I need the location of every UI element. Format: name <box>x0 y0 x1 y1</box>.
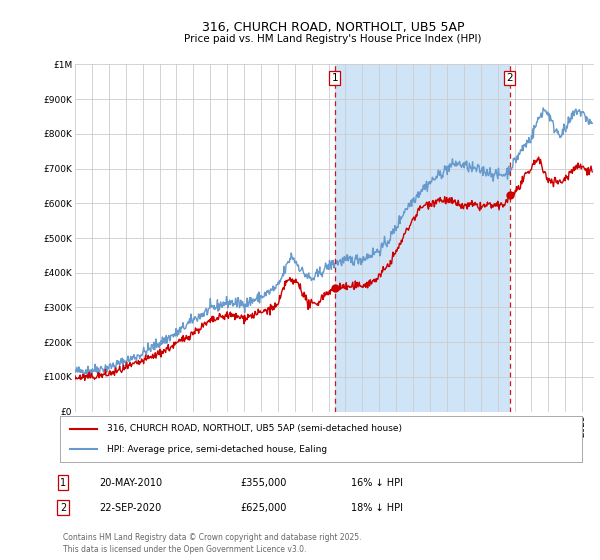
Text: 1: 1 <box>332 73 338 83</box>
Text: 16% ↓ HPI: 16% ↓ HPI <box>351 478 403 488</box>
Text: 18% ↓ HPI: 18% ↓ HPI <box>351 503 403 513</box>
Text: 22-SEP-2020: 22-SEP-2020 <box>99 503 161 513</box>
Text: £355,000: £355,000 <box>240 478 286 488</box>
Bar <box>335 64 510 412</box>
Text: 2: 2 <box>60 503 66 513</box>
Text: Price paid vs. HM Land Registry's House Price Index (HPI): Price paid vs. HM Land Registry's House … <box>184 34 482 44</box>
Text: £625,000: £625,000 <box>240 503 286 513</box>
Text: 2: 2 <box>506 73 513 83</box>
Text: 20-MAY-2010: 20-MAY-2010 <box>99 478 162 488</box>
Text: 316, CHURCH ROAD, NORTHOLT, UB5 5AP (semi-detached house): 316, CHURCH ROAD, NORTHOLT, UB5 5AP (sem… <box>107 424 402 433</box>
Text: 316, CHURCH ROAD, NORTHOLT, UB5 5AP: 316, CHURCH ROAD, NORTHOLT, UB5 5AP <box>202 21 464 34</box>
Text: HPI: Average price, semi-detached house, Ealing: HPI: Average price, semi-detached house,… <box>107 445 327 454</box>
Text: 1: 1 <box>60 478 66 488</box>
Text: Contains HM Land Registry data © Crown copyright and database right 2025.
This d: Contains HM Land Registry data © Crown c… <box>63 533 361 554</box>
